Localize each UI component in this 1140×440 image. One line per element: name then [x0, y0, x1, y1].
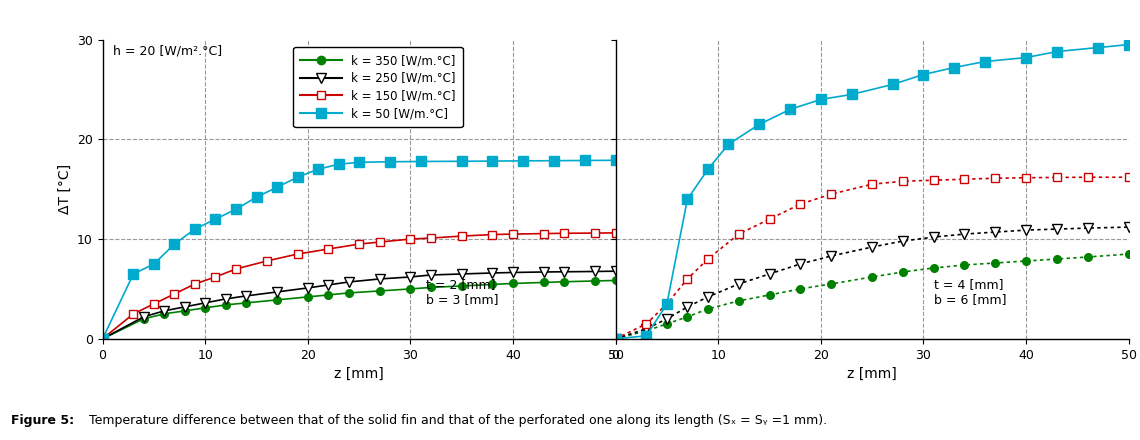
Text: h = 20 [W/m².°C]: h = 20 [W/m².°C]	[113, 44, 222, 57]
X-axis label: z [mm]: z [mm]	[334, 367, 384, 381]
Legend: k = 350 [W/m.°C], k = 250 [W/m.°C], k = 150 [W/m.°C], k = 50 [W/m.°C]: k = 350 [W/m.°C], k = 250 [W/m.°C], k = …	[293, 47, 463, 127]
Text: t = 4 [mm]
b = 6 [mm]: t = 4 [mm] b = 6 [mm]	[934, 278, 1007, 306]
X-axis label: z [mm]: z [mm]	[847, 367, 897, 381]
Y-axis label: ΔT [°C]: ΔT [°C]	[57, 164, 72, 214]
Text: Figure 5:: Figure 5:	[11, 414, 79, 427]
Text: t = 2 [mm]
b = 3 [mm]: t = 2 [mm] b = 3 [mm]	[426, 278, 498, 306]
Text: Temperature difference between that of the solid fin and that of the perforated : Temperature difference between that of t…	[89, 414, 826, 427]
